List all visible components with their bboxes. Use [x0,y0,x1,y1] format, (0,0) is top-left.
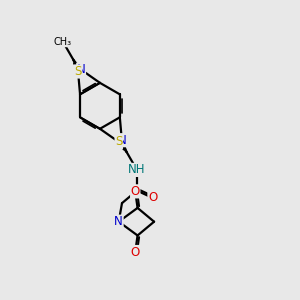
Text: NH: NH [128,164,146,176]
Text: O: O [130,245,140,259]
Text: O: O [148,191,157,204]
Text: S: S [74,65,82,78]
Text: S: S [115,136,122,148]
Text: N: N [77,63,85,76]
Text: CH₃: CH₃ [54,37,72,47]
Text: N: N [114,215,123,228]
Text: O: O [130,185,140,198]
Text: N: N [118,134,126,147]
